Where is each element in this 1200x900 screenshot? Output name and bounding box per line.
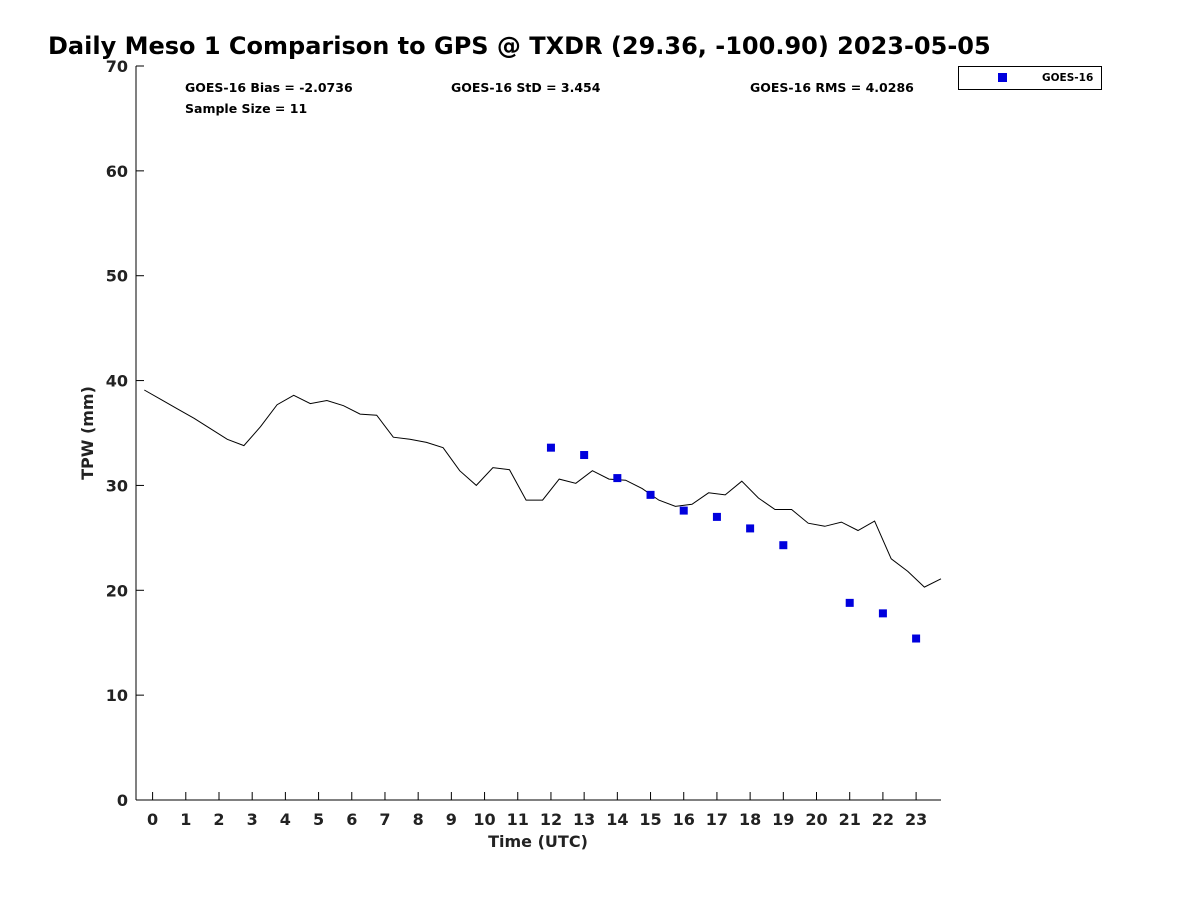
y-tick-label: 50: [106, 267, 128, 286]
x-tick-label: 13: [573, 810, 595, 829]
x-tick-label: 8: [413, 810, 424, 829]
sample-size-stat: Sample Size = 11: [185, 101, 307, 116]
y-tick-label: 0: [117, 791, 128, 810]
x-tick-label: 4: [280, 810, 291, 829]
x-tick-label: 14: [606, 810, 628, 829]
x-tick-label: 1: [180, 810, 191, 829]
x-tick-label: 20: [805, 810, 827, 829]
goes16-point: [613, 474, 622, 483]
gps-series-line: [144, 389, 942, 588]
y-tick-label: 60: [106, 162, 128, 181]
goes16-point: [779, 541, 788, 550]
x-tick-label: 15: [639, 810, 661, 829]
goes16-point: [679, 506, 688, 515]
x-tick-label: 7: [379, 810, 390, 829]
goes16-point: [746, 524, 755, 533]
y-tick-label: 20: [106, 581, 128, 600]
x-tick-label: 11: [507, 810, 529, 829]
rms-stat: GOES-16 RMS = 4.0286: [750, 80, 914, 95]
legend-marker-goes16: [998, 73, 1007, 82]
x-tick-label: 22: [872, 810, 894, 829]
goes16-point: [546, 443, 555, 452]
y-tick-label: 10: [106, 686, 128, 705]
x-tick-label: 16: [673, 810, 695, 829]
x-tick-label: 5: [313, 810, 324, 829]
x-tick-label: 2: [213, 810, 224, 829]
y-tick-label: 30: [106, 476, 128, 495]
chart-title: Daily Meso 1 Comparison to GPS @ TXDR (2…: [48, 32, 991, 60]
x-tick-label: 18: [739, 810, 761, 829]
goes16-point: [912, 634, 921, 643]
legend-box: [958, 66, 1102, 90]
goes16-point: [878, 609, 887, 618]
x-tick-label: 21: [839, 810, 861, 829]
goes16-point: [712, 512, 721, 521]
x-axis-label: Time (UTC): [488, 832, 588, 851]
gps-tpw-line: [144, 389, 942, 588]
x-tick-label: 23: [905, 810, 927, 829]
goes16-series-points: [546, 443, 921, 643]
goes16-point: [646, 490, 655, 499]
y-axis-label: TPW (mm): [78, 386, 97, 480]
bias-stat: GOES-16 Bias = -2.0736: [185, 80, 353, 95]
x-tick-label: 0: [147, 810, 158, 829]
goes16-point: [580, 451, 589, 460]
x-tick-label: 19: [772, 810, 794, 829]
legend-label-goes16: GOES-16: [1042, 72, 1093, 84]
y-tick-label: 40: [106, 372, 128, 391]
x-tick-label: 12: [540, 810, 562, 829]
goes16-point: [845, 598, 854, 607]
legend: GOES-16: [958, 66, 1102, 90]
x-tick-label: 9: [446, 810, 457, 829]
x-tick-label: 17: [706, 810, 728, 829]
x-tick-label: 6: [346, 810, 357, 829]
y-tick-label: 70: [106, 57, 128, 76]
std-stat: GOES-16 StD = 3.454: [451, 80, 601, 95]
x-tick-label: 10: [473, 810, 495, 829]
x-tick-label: 3: [247, 810, 258, 829]
